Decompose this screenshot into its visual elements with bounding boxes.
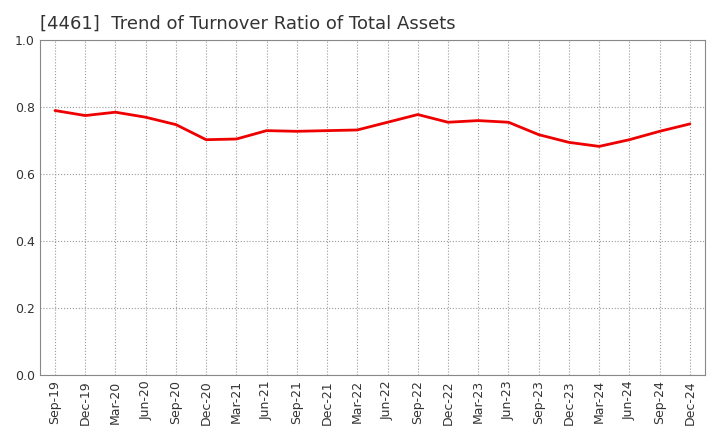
Text: [4461]  Trend of Turnover Ratio of Total Assets: [4461] Trend of Turnover Ratio of Total … bbox=[40, 15, 456, 33]
